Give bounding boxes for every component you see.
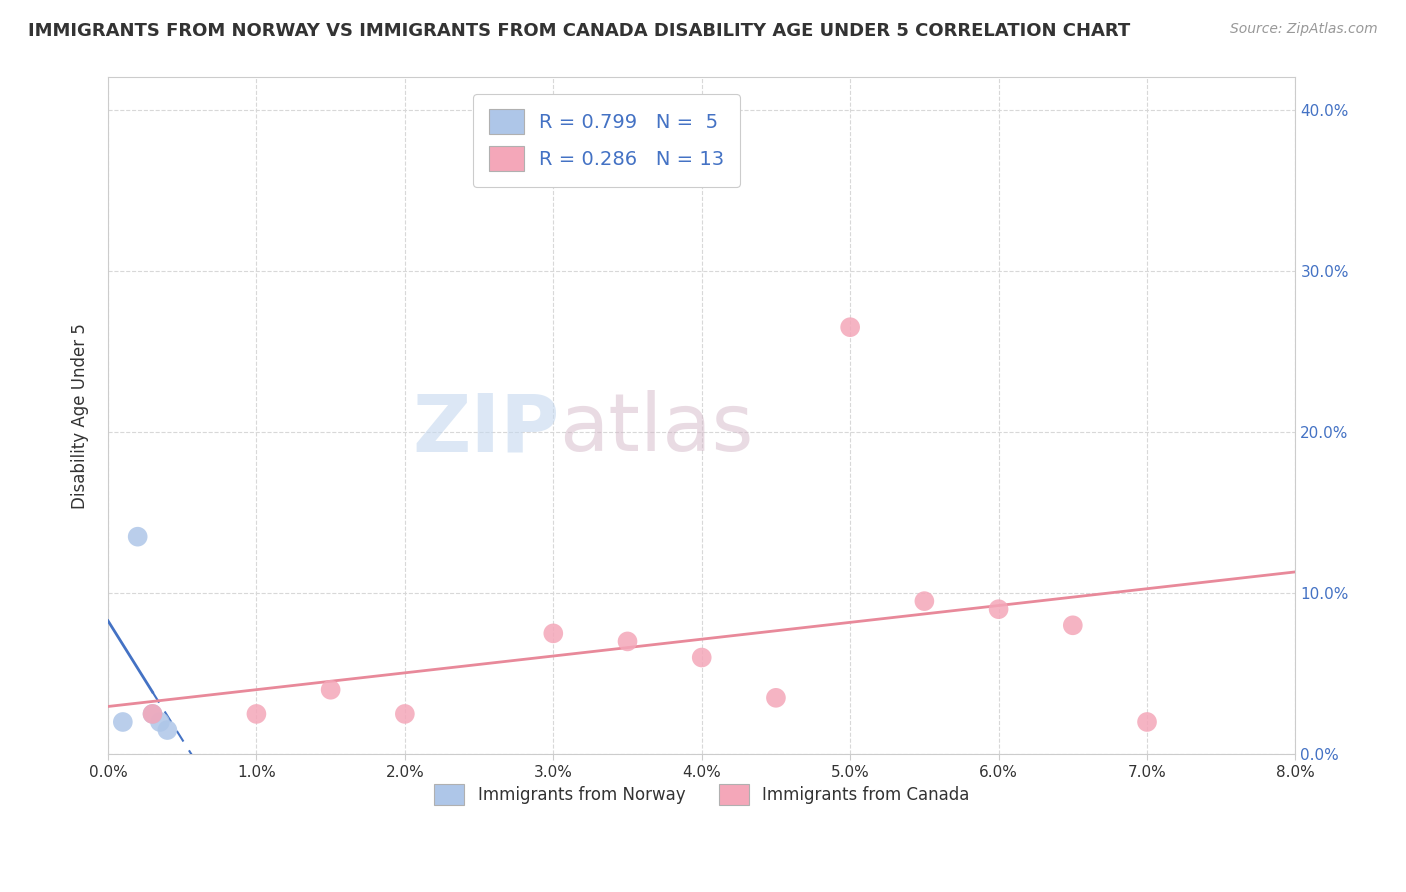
Point	[912, 594, 935, 608]
Point	[765, 690, 787, 705]
Point	[156, 723, 179, 737]
Point	[141, 706, 163, 721]
Text: IMMIGRANTS FROM NORWAY VS IMMIGRANTS FROM CANADA DISABILITY AGE UNDER 5 CORRELAT: IMMIGRANTS FROM NORWAY VS IMMIGRANTS FRO…	[28, 22, 1130, 40]
Point	[149, 714, 172, 729]
Point	[1136, 714, 1159, 729]
Point	[543, 626, 565, 640]
Legend: Immigrants from Norway, Immigrants from Canada: Immigrants from Norway, Immigrants from …	[426, 775, 977, 814]
Y-axis label: Disability Age Under 5: Disability Age Under 5	[72, 323, 89, 508]
Point	[245, 706, 267, 721]
Text: Source: ZipAtlas.com: Source: ZipAtlas.com	[1230, 22, 1378, 37]
Point	[987, 602, 1010, 616]
Point	[111, 714, 134, 729]
Point	[690, 650, 713, 665]
Text: ZIP: ZIP	[412, 391, 560, 468]
Point	[394, 706, 416, 721]
Point	[839, 320, 862, 334]
Point	[1062, 618, 1084, 632]
Point	[319, 682, 342, 697]
Text: atlas: atlas	[560, 391, 754, 468]
Point	[141, 706, 163, 721]
Point	[616, 634, 638, 648]
Point	[127, 530, 149, 544]
